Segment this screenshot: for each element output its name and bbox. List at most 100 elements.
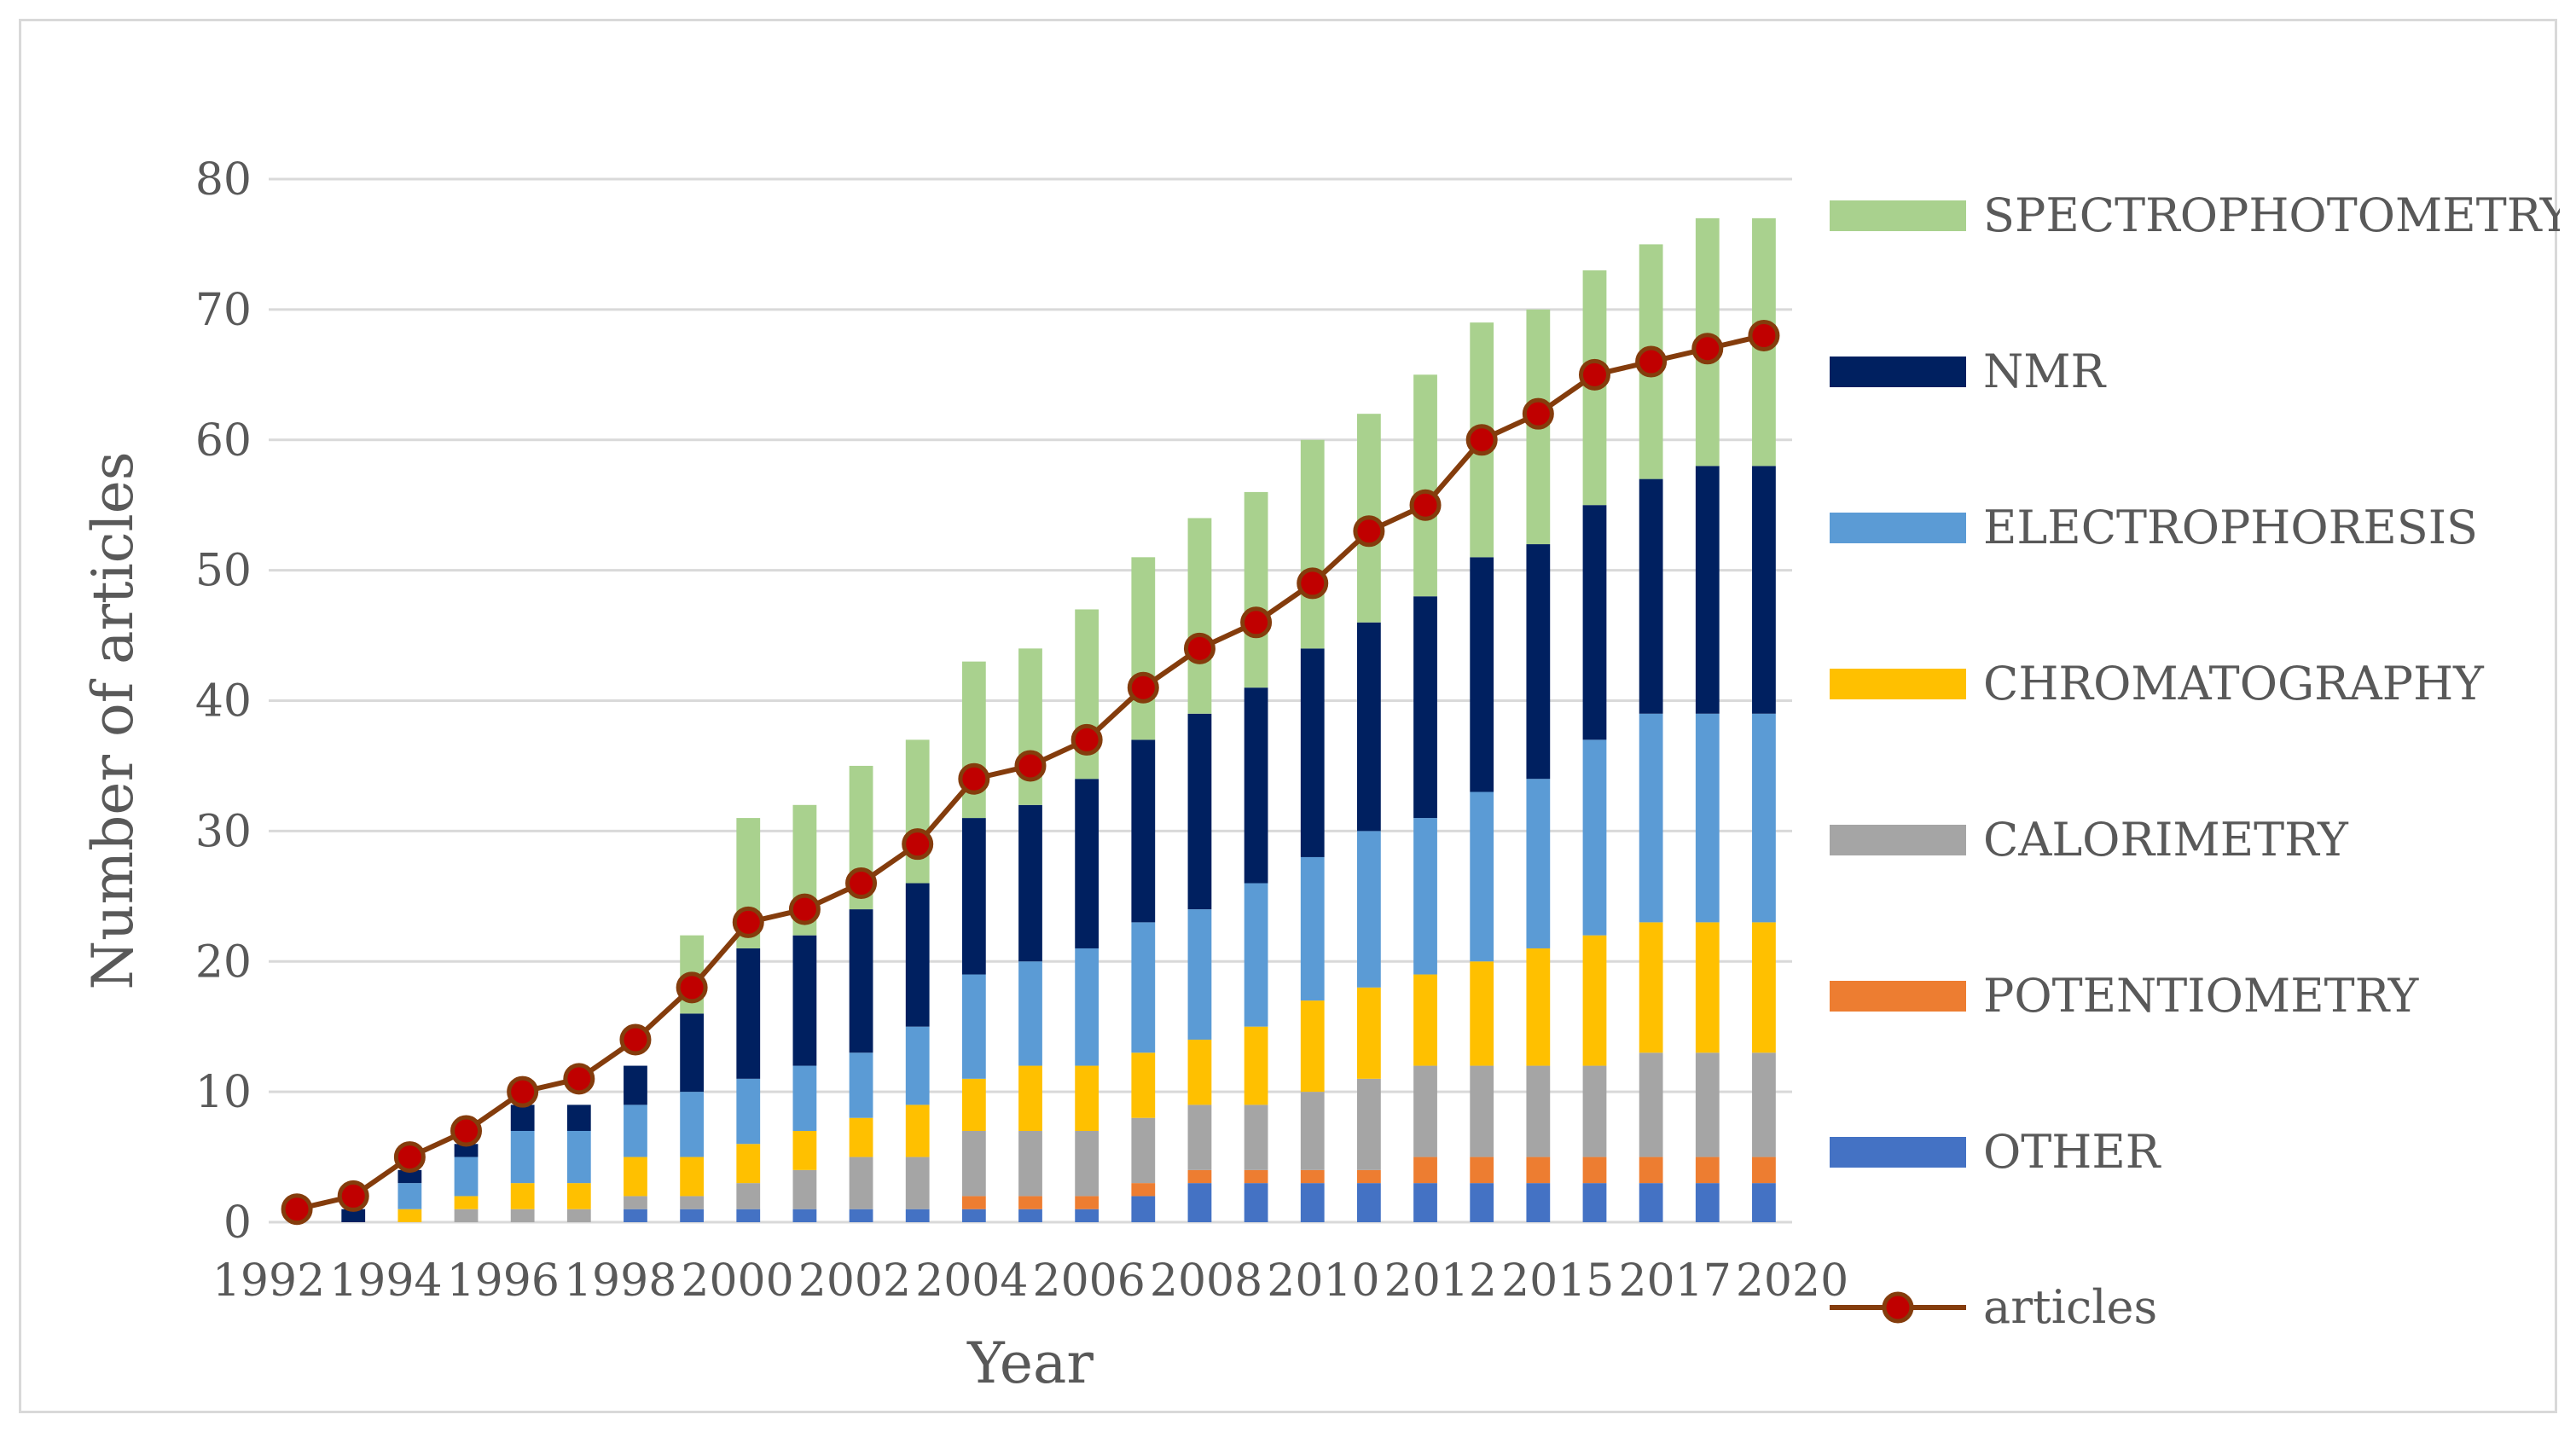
bar-chromatography-2015 xyxy=(1526,948,1551,1066)
articles-point-2011 xyxy=(1353,515,1385,548)
bar-other-1999 xyxy=(680,1209,705,1222)
bar-other-2006 xyxy=(1075,1209,1099,1222)
bar-electrophoresis-2007 xyxy=(1131,922,1156,1053)
bar-nmr-2004 xyxy=(961,818,986,975)
bar-chromatography-1995 xyxy=(454,1196,479,1209)
bar-other-1998 xyxy=(624,1209,647,1222)
bar-electrophoresis-2019 xyxy=(1695,713,1720,923)
legend-marker-articles xyxy=(1882,1291,1914,1324)
bar-nmr-1997 xyxy=(566,1104,591,1131)
bar-calorimetry-2002 xyxy=(849,1157,873,1209)
bar-chromatography-2000 xyxy=(736,1144,761,1184)
bar-nmr-1996 xyxy=(510,1104,535,1131)
bar-nmr-1998 xyxy=(624,1065,647,1105)
bar-chromatography-2019 xyxy=(1695,922,1720,1053)
bar-spectrophotometry-2010 xyxy=(1300,439,1325,649)
bar-other-2013 xyxy=(1470,1183,1494,1222)
bar-spectrophotometry-2007 xyxy=(1131,557,1156,740)
articles-point-2005 xyxy=(1014,750,1047,782)
articles-point-1993 xyxy=(337,1180,369,1212)
bar-calorimetry-2000 xyxy=(736,1183,761,1209)
bar-other-2009 xyxy=(1244,1183,1268,1222)
bar-calorimetry-2019 xyxy=(1695,1052,1720,1157)
y-tick-label-50: 50 xyxy=(195,546,252,597)
bar-calorimetry-2009 xyxy=(1244,1104,1268,1170)
bar-calorimetry-2006 xyxy=(1075,1130,1099,1197)
bar-calorimetry-1995 xyxy=(454,1209,479,1222)
bar-chromatography-2008 xyxy=(1187,1039,1212,1105)
bar-nmr-1993 xyxy=(341,1209,366,1222)
legend-label-chromatography: CHROMATOGRAPHY xyxy=(1983,657,2485,710)
bar-potentiometry-2004 xyxy=(961,1196,986,1209)
bar-other-2011 xyxy=(1356,1183,1381,1222)
bar-electrophoresis-2011 xyxy=(1356,831,1381,988)
x-tick-label-2012: 2012 xyxy=(1384,1255,1497,1307)
bar-electrophoresis-2004 xyxy=(961,974,986,1079)
legend-label-calorimetry: CALORIMETRY xyxy=(1983,813,2349,867)
bar-calorimetry-1996 xyxy=(510,1209,535,1222)
bar-other-2003 xyxy=(905,1209,930,1222)
x-tick-label-2006: 2006 xyxy=(1033,1255,1146,1307)
bar-electrophoresis-2015 xyxy=(1526,779,1551,948)
y-tick-label-10: 10 xyxy=(195,1067,252,1118)
bar-electrophoresis-1999 xyxy=(680,1092,705,1157)
articles-point-2001 xyxy=(788,893,821,925)
bar-nmr-2016 xyxy=(1582,505,1607,740)
x-tick-label-2004: 2004 xyxy=(915,1255,1028,1307)
bar-potentiometry-2005 xyxy=(1018,1196,1042,1209)
bar-electrophoresis-2000 xyxy=(736,1078,761,1145)
bar-calorimetry-2005 xyxy=(1018,1130,1042,1197)
bar-spectrophotometry-2012 xyxy=(1413,374,1437,597)
y-tick-label-0: 0 xyxy=(223,1197,252,1249)
bar-chromatography-2013 xyxy=(1470,961,1494,1066)
bar-electrophoresis-2020 xyxy=(1752,713,1776,923)
legend: SPECTROPHOTOMETRY NMR ELECTROPHORESIS CHROM… xyxy=(1830,188,2560,1334)
bar-chromatography-1996 xyxy=(510,1183,535,1209)
legend-swatch-calorimetry xyxy=(1830,825,1966,855)
bar-other-2019 xyxy=(1695,1183,1720,1222)
legend-swatch-nmr xyxy=(1830,357,1966,387)
bar-electrophoresis-2002 xyxy=(849,1052,873,1118)
legend-swatch-other xyxy=(1830,1137,1966,1168)
bar-calorimetry-2012 xyxy=(1413,1065,1437,1157)
y-axis-title: Number of articles xyxy=(80,451,146,989)
articles-point-2010 xyxy=(1297,567,1329,600)
bar-calorimetry-2016 xyxy=(1582,1065,1607,1157)
y-tick-label-60: 60 xyxy=(195,415,252,467)
bar-calorimetry-2011 xyxy=(1356,1078,1381,1170)
bar-other-2002 xyxy=(849,1209,873,1222)
bar-chromatography-2017 xyxy=(1639,922,1663,1053)
articles-line xyxy=(281,319,1780,1226)
bar-electrophoresis-2010 xyxy=(1300,856,1325,1001)
bar-calorimetry-2001 xyxy=(792,1169,817,1209)
y-tick-label-70: 70 xyxy=(195,285,252,336)
bar-potentiometry-2020 xyxy=(1752,1157,1776,1184)
bar-electrophoresis-1998 xyxy=(624,1104,647,1157)
bar-potentiometry-2009 xyxy=(1244,1169,1268,1184)
x-tick-label-2020: 2020 xyxy=(1736,1255,1848,1307)
bar-calorimetry-1997 xyxy=(566,1209,591,1222)
articles-point-1992 xyxy=(281,1193,313,1226)
x-axis-title: Year xyxy=(966,1331,1094,1396)
bar-other-2020 xyxy=(1752,1183,1776,1222)
bar-electrophoresis-2003 xyxy=(905,1026,930,1105)
bar-other-2012 xyxy=(1413,1183,1437,1222)
bar-nmr-2009 xyxy=(1244,687,1268,884)
articles-point-2003 xyxy=(902,828,934,861)
bar-other-2017 xyxy=(1639,1183,1663,1222)
bar-nmr-2013 xyxy=(1470,557,1494,792)
bar-chromatography-1998 xyxy=(624,1157,647,1197)
bar-chromatography-2003 xyxy=(905,1104,930,1157)
bar-chromatography-2006 xyxy=(1075,1065,1099,1131)
articles-point-2000 xyxy=(732,906,764,938)
bar-potentiometry-2015 xyxy=(1526,1157,1551,1184)
bar-chromatography-1994 xyxy=(397,1209,422,1222)
x-tick-label-2008: 2008 xyxy=(1150,1255,1262,1307)
bar-electrophoresis-2017 xyxy=(1639,713,1663,923)
articles-point-2002 xyxy=(845,867,878,900)
bar-spectrophotometry-2003 xyxy=(905,739,930,884)
bar-other-2015 xyxy=(1526,1183,1551,1222)
bar-calorimetry-2010 xyxy=(1300,1092,1325,1170)
bar-nmr-2002 xyxy=(849,909,873,1053)
y-tick-label-80: 80 xyxy=(195,154,252,206)
